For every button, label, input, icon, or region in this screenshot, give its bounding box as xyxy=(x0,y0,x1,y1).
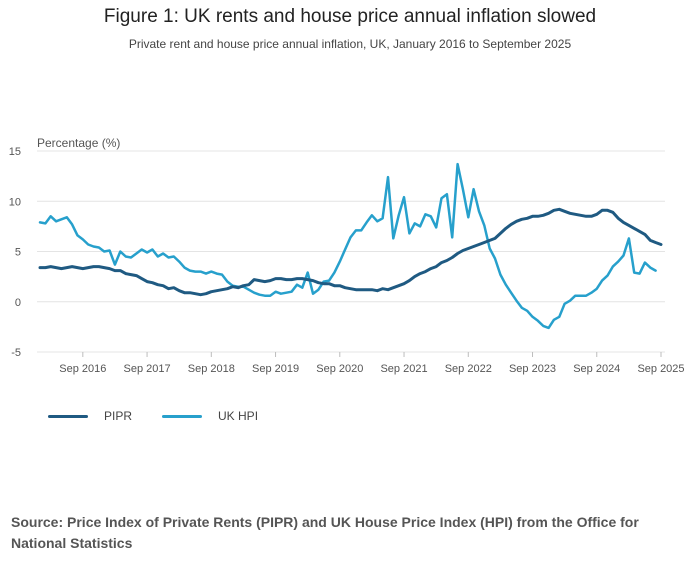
gridlines xyxy=(37,150,665,353)
y-axis-ticks: 15 10 5 0 -5 xyxy=(9,146,21,359)
x-tick-label: Sep 2023 xyxy=(509,363,556,375)
x-tick-label: Sep 2018 xyxy=(188,363,235,375)
series-lines xyxy=(38,162,663,330)
legend-label-hpi: UK HPI xyxy=(218,409,259,423)
x-tick-label: Sep 2024 xyxy=(573,363,620,375)
x-axis-ticks: Sep 2016 Sep 2017 Sep 2018 Sep 2019 Sep 2020… xyxy=(59,352,685,375)
y-tick-label: 15 xyxy=(9,146,21,158)
y-axis-label: Percentage (%) xyxy=(37,136,120,150)
legend-item-hpi[interactable]: UK HPI xyxy=(162,409,258,423)
x-tick-label: Sep 2021 xyxy=(380,363,427,375)
x-tick-label: Sep 2019 xyxy=(252,363,299,375)
x-tick-label: Sep 2022 xyxy=(445,363,492,375)
y-tick-label: 0 xyxy=(15,297,21,309)
series-line-hpi[interactable] xyxy=(38,162,657,330)
source-note: Source: Price Index of Private Rents (PI… xyxy=(11,514,639,551)
legend-swatch-hpi xyxy=(162,414,203,418)
x-tick-label: Sep 2016 xyxy=(59,363,106,375)
legend-item-pipr[interactable]: PIPR xyxy=(48,409,132,423)
chart-title: Figure 1: UK rents and house price annua… xyxy=(103,6,597,27)
legend-label-pipr: PIPR xyxy=(104,409,133,423)
y-tick-label: 5 xyxy=(15,247,21,259)
x-tick-label: Sep 2020 xyxy=(316,363,363,375)
legend: PIPR UK HPI xyxy=(48,409,288,423)
y-tick-label: -5 xyxy=(11,347,21,359)
chart-subtitle: Private rent and house price annual infl… xyxy=(128,37,572,51)
x-tick-label: Sep 2017 xyxy=(124,363,171,375)
x-tick-label: Sep 2025 xyxy=(637,363,684,375)
y-tick-label: 10 xyxy=(9,196,21,208)
series-line-pipr[interactable] xyxy=(38,207,663,297)
legend-swatch-pipr xyxy=(48,414,88,418)
